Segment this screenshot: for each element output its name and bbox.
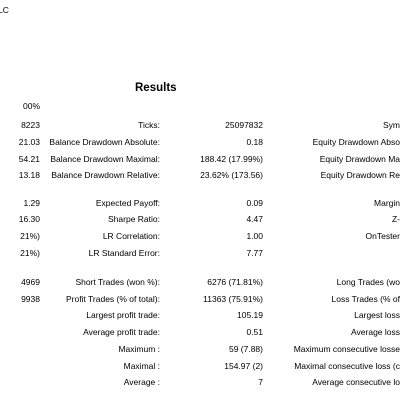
left-fragment: 1.29 — [23, 198, 40, 208]
average-consecutive-wins-label: Average : — [123, 377, 160, 387]
long-trades-label: Long Trades (wo — [336, 277, 400, 287]
left-fragment: 13.18 — [18, 170, 40, 180]
left-fragment: 00% — [22, 101, 40, 111]
margin-level-label: Margin — [374, 198, 400, 208]
left-fragment: 21%) — [20, 231, 40, 241]
lr-correlation-value: 1.00 — [246, 231, 263, 241]
balance-dd-maximal-value: 188.42 (17.99%) — [200, 154, 263, 164]
average-consecutive-losses-label: Average consecutive lo — [312, 377, 400, 387]
z-score-label: Z- — [391, 214, 400, 224]
left-fragment: 21%) — [20, 248, 40, 258]
lr-standard-error-value: 7.77 — [246, 248, 263, 258]
largest-profit-trade-label: Largest profit trade: — [86, 310, 160, 320]
left-fragment: 54.21 — [18, 154, 40, 164]
maximum-consecutive-wins-label: Maximum : — [118, 344, 160, 354]
left-fragment: 16.30 — [18, 214, 40, 224]
left-fragment: 21.03 — [18, 137, 40, 147]
ticks-label: Ticks: — [138, 120, 160, 130]
balance-dd-absolute-label: Balance Drawdown Absolute: — [49, 137, 160, 147]
ticks-value: 25097832 — [225, 120, 263, 130]
equity-dd-absolute-label: Equity Drawdown Abso — [312, 137, 400, 147]
balance-dd-absolute-value: 0.18 — [246, 137, 263, 147]
left-fragment: 9938 — [21, 294, 40, 304]
short-trades-value: 6276 (71.81%) — [207, 277, 263, 287]
profit-trades-value: 11363 (75.91%) — [203, 294, 263, 304]
average-profit-trade-label: Average profit trade: — [83, 327, 160, 337]
maximal-consecutive-profit-label: Maximal : — [123, 361, 160, 371]
equity-dd-maximal-label: Equity Drawdown Ma — [319, 154, 400, 164]
loss-trades-label: Loss Trades (% of — [331, 294, 400, 304]
sharpe-ratio-value: 4.47 — [246, 214, 263, 224]
left-fragment: 4969 — [21, 277, 40, 287]
balance-dd-maximal-label: Balance Drawdown Maximal: — [50, 154, 160, 164]
equity-dd-relative-label: Equity Drawdown Re — [320, 170, 400, 180]
average-consecutive-wins-value: 7 — [258, 377, 263, 387]
profit-trades-label: Profit Trades (% of total): — [65, 294, 160, 304]
maximal-consecutive-loss-label: Maximal consecutive loss (c — [294, 361, 400, 371]
expected-payoff-label: Expected Payoff: — [95, 198, 160, 208]
ontester-result-label: OnTester — [365, 231, 400, 241]
lr-correlation-label: LR Correlation: — [102, 231, 160, 241]
expected-payoff-value: 0.09 — [246, 198, 263, 208]
results-title: Results — [135, 82, 177, 94]
symbol-label: Sym — [383, 120, 400, 130]
maximum-consecutive-losses-label: Maximum consecutive losse — [293, 344, 400, 354]
window-title-fragment: LC — [0, 5, 9, 15]
maximal-consecutive-profit-value: 154.97 (2) — [224, 361, 263, 371]
average-loss-trade-label: Average loss — [351, 327, 400, 337]
maximum-consecutive-wins-value: 59 (7.88) — [228, 344, 263, 354]
short-trades-label: Short Trades (won %): — [75, 277, 160, 287]
balance-dd-relative-label: Balance Drawdown Relative: — [51, 170, 160, 180]
average-profit-trade-value: 0.51 — [246, 327, 263, 337]
largest-profit-trade-value: 105.19 — [237, 310, 263, 320]
sharpe-ratio-label: Sharpe Ratio: — [108, 214, 160, 224]
largest-loss-trade-label: Largest loss — [354, 310, 400, 320]
balance-dd-relative-value: 23.62% (173.56) — [200, 170, 263, 180]
lr-standard-error-label: LR Standard Error: — [88, 248, 160, 258]
left-fragment: 8223 — [21, 120, 40, 130]
